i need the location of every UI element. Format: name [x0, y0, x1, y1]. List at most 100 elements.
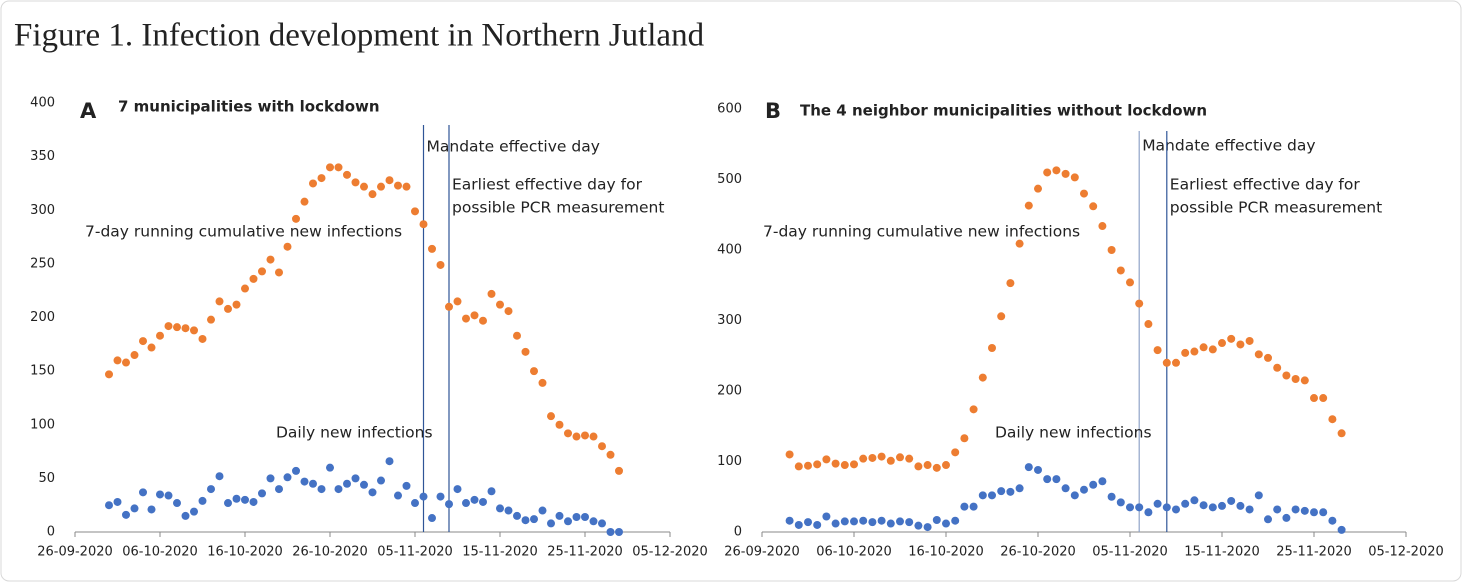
- point: [266, 474, 275, 483]
- point: [1024, 201, 1033, 210]
- point: [1190, 496, 1199, 505]
- point: [923, 461, 932, 470]
- point: [1319, 394, 1328, 403]
- x-tick-label: 16-10-2020: [207, 545, 283, 560]
- point: [368, 190, 377, 199]
- point: [951, 448, 960, 457]
- point: [411, 499, 419, 508]
- point: [326, 163, 334, 172]
- x-tick-label: 06-10-2020: [816, 545, 892, 560]
- reference-label: Mandate effective day: [1142, 137, 1315, 155]
- point: [1310, 394, 1318, 403]
- point: [1282, 513, 1291, 522]
- series-label: 7-day running cumulative new infections: [85, 223, 402, 241]
- point: [436, 260, 445, 269]
- point: [283, 473, 292, 482]
- y-tick-label: 400: [717, 243, 742, 258]
- point: [840, 461, 849, 470]
- point: [1227, 334, 1236, 343]
- point: [960, 434, 969, 443]
- point: [1006, 279, 1015, 288]
- point: [1061, 169, 1070, 178]
- point: [1291, 375, 1300, 384]
- point: [334, 485, 343, 494]
- point: [1052, 166, 1061, 175]
- y-tick-label: 500: [717, 172, 742, 187]
- point: [496, 300, 504, 309]
- point: [1070, 173, 1079, 182]
- reference-label: Mandate effective day: [427, 138, 600, 156]
- point: [969, 405, 978, 414]
- y-tick-label: 100: [717, 454, 742, 469]
- reference-label: possible PCR measurement: [452, 199, 664, 217]
- point: [351, 474, 360, 483]
- point: [402, 481, 411, 490]
- x-tick-label: 26-10-2020: [292, 545, 368, 560]
- point: [309, 179, 317, 188]
- point: [942, 461, 950, 470]
- point: [190, 507, 198, 516]
- point: [1181, 499, 1190, 508]
- point: [1135, 299, 1144, 308]
- point: [266, 255, 275, 264]
- point: [555, 420, 564, 429]
- point: [794, 462, 803, 471]
- point: [139, 337, 147, 346]
- point: [300, 477, 309, 486]
- x-tick-label: 26-10-2020: [1000, 545, 1076, 560]
- point: [1126, 503, 1134, 512]
- y-tick-label: 600: [717, 102, 742, 117]
- point: [130, 351, 139, 360]
- point: [1153, 346, 1162, 355]
- point: [960, 502, 969, 511]
- point: [547, 519, 555, 528]
- point: [969, 502, 978, 511]
- point: [804, 461, 812, 470]
- point: [360, 480, 368, 489]
- point: [164, 322, 173, 331]
- point: [445, 500, 453, 509]
- point: [419, 492, 428, 501]
- point: [1300, 376, 1309, 385]
- point: [932, 463, 941, 472]
- point: [462, 499, 470, 508]
- point: [1227, 496, 1236, 505]
- point: [831, 459, 840, 468]
- point: [479, 497, 487, 506]
- point: [122, 358, 130, 367]
- point: [232, 494, 241, 503]
- point: [292, 466, 300, 475]
- point: [1116, 266, 1125, 275]
- point: [173, 499, 181, 508]
- panel-title: The 4 neighbor municipalities without lo…: [800, 102, 1207, 120]
- point: [997, 487, 1006, 496]
- point: [831, 519, 840, 528]
- point: [1300, 506, 1309, 515]
- point: [1153, 499, 1162, 508]
- point: [1043, 475, 1052, 484]
- point: [1337, 429, 1346, 438]
- y-tick-label: 200: [717, 384, 742, 399]
- point: [868, 453, 877, 462]
- point: [1107, 246, 1116, 254]
- point: [997, 312, 1006, 321]
- point: [309, 479, 317, 488]
- point: [351, 178, 360, 187]
- point: [249, 274, 258, 283]
- point: [850, 460, 858, 469]
- point: [198, 334, 207, 343]
- point: [164, 491, 173, 500]
- point: [402, 182, 411, 191]
- point: [606, 450, 615, 459]
- x-tick-label: 15-11-2020: [1184, 545, 1260, 560]
- point: [1245, 336, 1254, 345]
- point: [428, 514, 436, 523]
- figure-title: Figure 1. Infection development in North…: [14, 18, 705, 54]
- point: [215, 297, 224, 306]
- point: [283, 242, 292, 251]
- point: [436, 492, 445, 501]
- point: [487, 487, 496, 496]
- point: [496, 504, 504, 513]
- point: [951, 516, 960, 525]
